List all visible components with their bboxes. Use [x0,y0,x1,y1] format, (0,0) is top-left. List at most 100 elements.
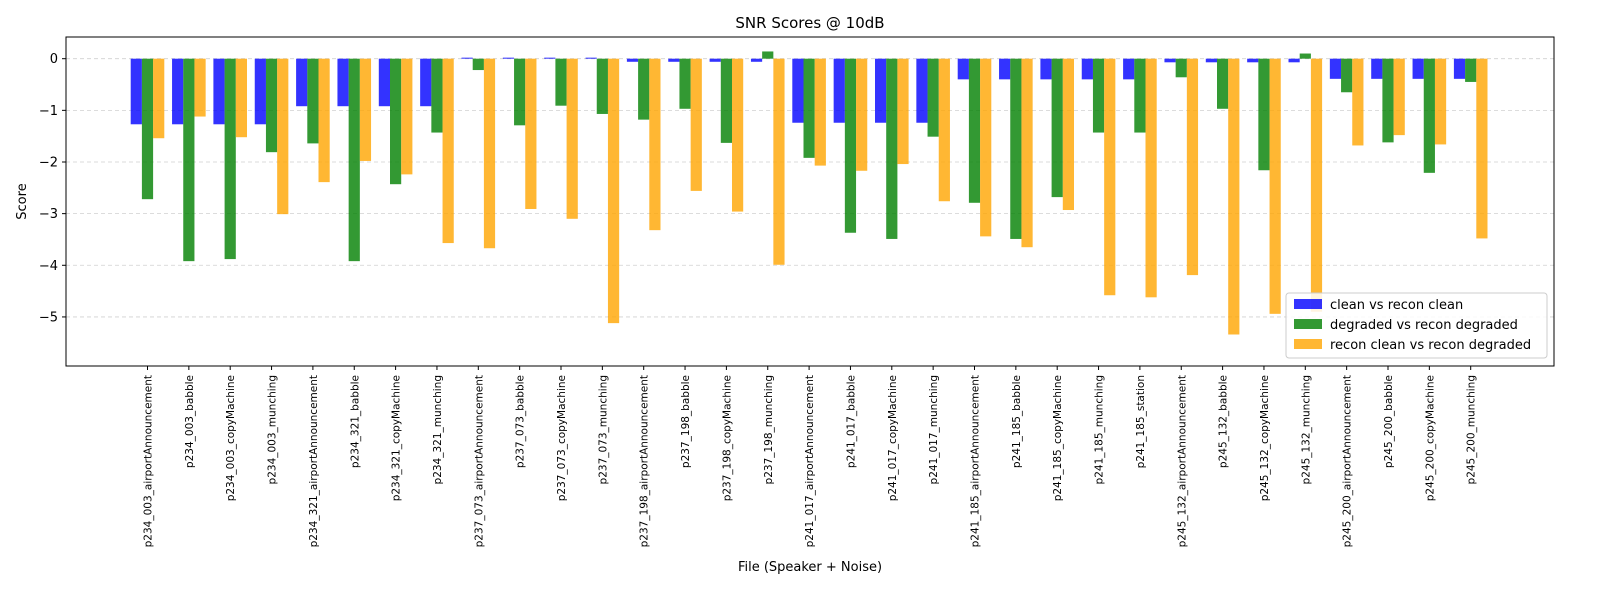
x-tick-label: p245_132_munching [1300,375,1312,484]
bar [1247,58,1259,63]
legend-label: clean vs recon clean [1330,298,1463,313]
bar [194,58,206,117]
bar [265,58,278,153]
bar [980,58,992,237]
bar [130,58,142,125]
bar [720,58,732,143]
x-tick-label: p245_200_copyMachine [1424,375,1436,501]
bar [1217,58,1229,109]
bar [1299,53,1311,59]
x-tick-label: p237_073_babble [515,375,527,468]
bar [337,58,349,107]
x-tick-label: p241_017_munching [928,375,940,484]
bar [555,58,567,106]
bar [1393,58,1405,136]
bar [1164,58,1176,63]
legend-swatch [1294,299,1322,309]
bar [359,58,372,161]
bar [750,58,763,62]
bar [690,58,702,191]
x-tick-label: p237_198_copyMachine [721,375,733,501]
bar [525,58,537,209]
bar [938,58,950,202]
bar [1081,58,1093,80]
bar [1453,58,1466,79]
bar [916,58,928,123]
x-tick-label: p234_003_airportAnnouncement [143,375,155,547]
bar [1423,58,1435,173]
bar [814,58,826,166]
bar [420,58,432,107]
bar [968,58,981,203]
bar [649,58,661,231]
bar [1371,58,1383,79]
legend-label: degraded vs recon degraded [1330,318,1518,333]
bar [1465,58,1477,82]
x-tick-label: p241_185_station [1135,375,1147,468]
x-tick-label: p241_185_airportAnnouncement [970,375,982,547]
bar [1092,58,1105,133]
x-tick-label: p234_321_copyMachine [391,375,403,501]
x-tick-label: p234_003_copyMachine [225,375,237,501]
x-tick-label: p237_198_munching [763,375,775,484]
x-tick-label: p241_185_copyMachine [1052,375,1064,501]
bar [1228,58,1240,335]
x-tick-label: p234_321_munching [432,375,444,484]
y-tick-label: −4 [39,259,58,274]
y-tick-label: −1 [39,104,58,119]
bar [1205,58,1217,63]
bar [1412,58,1424,79]
bar [1258,58,1270,171]
x-axis-label: File (Speaker + Noise) [738,560,882,575]
bar [927,58,939,137]
x-tick-label: p241_017_copyMachine [887,375,899,501]
bar [709,58,721,62]
bar [999,58,1011,80]
bar [1145,58,1157,298]
bar [1352,58,1364,146]
bar [585,57,597,59]
bar [390,58,402,185]
bar [141,58,154,200]
bar [638,58,650,120]
y-axis-label: Score [15,183,30,219]
x-tick-label: p234_321_airportAnnouncement [308,375,320,547]
x-tick-label: p241_017_babble [845,375,857,468]
x-tick-label: p234_003_babble [184,375,196,468]
bar [668,58,680,62]
bar [1123,58,1135,80]
bar [235,58,247,138]
legend-box [1285,292,1548,359]
bar [875,58,887,123]
bar [348,58,360,262]
bar [1134,58,1146,133]
y-axis: 0 −1 −2 −3 −4 −5 [39,52,66,325]
bar [732,58,744,212]
bar [461,57,473,59]
bar [803,58,815,158]
x-tick-label: p245_132_copyMachine [1259,375,1271,501]
bar [607,58,620,324]
bar [957,58,969,80]
bar [897,58,909,165]
legend-swatch [1294,319,1322,329]
x-tick-label: p245_200_munching [1466,375,1478,484]
bar [431,58,443,133]
bar [277,58,289,215]
bar [183,58,195,262]
bar [254,58,266,125]
bar [1010,58,1022,239]
bar [1288,58,1300,63]
bar [1434,58,1447,145]
bar [1341,58,1353,93]
x-tick-label: p245_132_airportAnnouncement [1176,375,1188,547]
bar [153,58,165,139]
bar [844,58,857,233]
x-tick-label: p237_073_copyMachine [556,375,568,501]
y-tick-label: −3 [39,207,58,222]
bar [318,58,330,183]
bar [1040,58,1052,80]
bar [1175,58,1187,78]
x-tick-label: p245_200_airportAnnouncement [1342,375,1354,547]
